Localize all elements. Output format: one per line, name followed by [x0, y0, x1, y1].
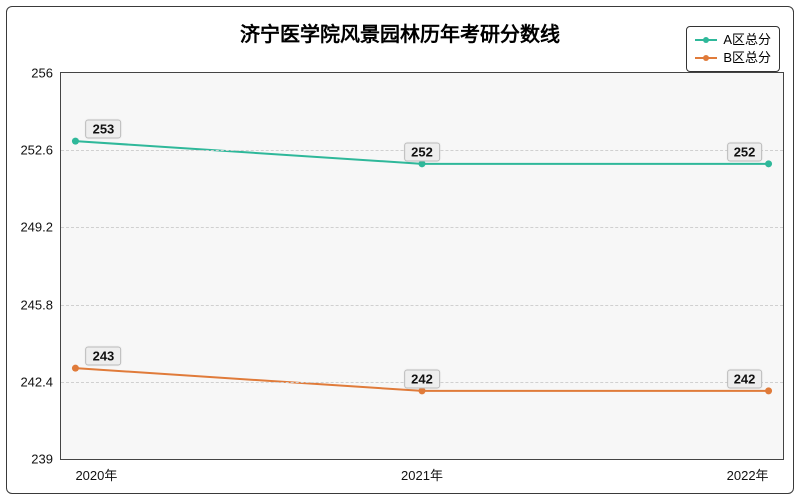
chart-title: 济宁医学院风景园林历年考研分数线 — [0, 18, 800, 47]
data-label: 242 — [404, 369, 440, 388]
series-marker — [72, 138, 79, 145]
series-marker — [419, 160, 426, 167]
chart-lines — [61, 73, 783, 459]
gridline — [61, 227, 783, 228]
gridline — [61, 305, 783, 306]
y-tick-label: 239 — [31, 452, 53, 467]
series-marker — [72, 365, 79, 372]
x-tick-label: 2022年 — [727, 465, 769, 484]
x-tick-label: 2021年 — [401, 465, 443, 484]
y-tick-label: 249.2 — [20, 220, 53, 235]
data-label: 242 — [727, 369, 763, 388]
legend-label-b: B区总分 — [723, 49, 771, 67]
plot-area: 239242.4245.8249.2252.62562020年2021年2022… — [60, 72, 784, 460]
y-tick-label: 252.6 — [20, 143, 53, 158]
data-label: 243 — [86, 347, 122, 366]
legend-item-b: B区总分 — [695, 49, 771, 67]
data-label: 253 — [86, 120, 122, 139]
legend-swatch-a — [695, 39, 717, 41]
legend: A区总分 B区总分 — [686, 26, 780, 72]
series-marker — [765, 387, 772, 394]
series-marker — [765, 160, 772, 167]
chart-container: 济宁医学院风景园林历年考研分数线 A区总分 B区总分 239242.4245.8… — [0, 0, 800, 500]
legend-label-a: A区总分 — [723, 31, 771, 49]
y-tick-label: 245.8 — [20, 297, 53, 312]
series-marker — [419, 387, 426, 394]
y-tick-label: 242.4 — [20, 374, 53, 389]
x-tick-label: 2020年 — [75, 465, 117, 484]
data-label: 252 — [404, 142, 440, 161]
data-label: 252 — [727, 142, 763, 161]
legend-swatch-b — [695, 57, 717, 59]
y-tick-label: 256 — [31, 66, 53, 81]
legend-item-a: A区总分 — [695, 31, 771, 49]
